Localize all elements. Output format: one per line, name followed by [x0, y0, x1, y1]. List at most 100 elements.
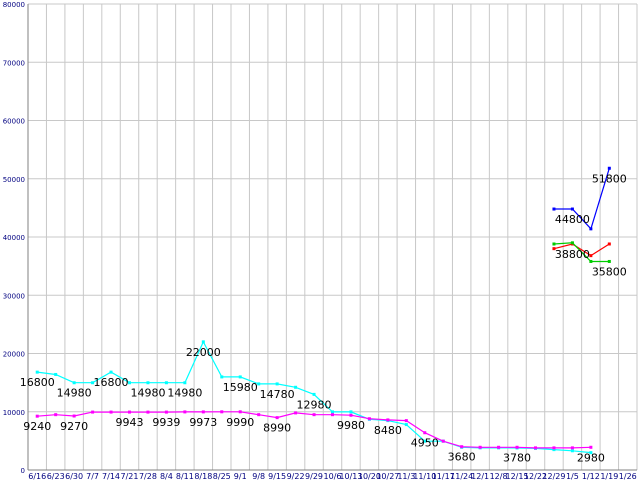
- x-tick-label: 1/26: [619, 472, 637, 480]
- data-point: [275, 416, 279, 420]
- data-point: [312, 392, 316, 396]
- data-point: [275, 382, 279, 386]
- data-point: [238, 410, 242, 414]
- data-point: [109, 370, 113, 374]
- data-label: 2980: [577, 451, 605, 464]
- data-point: [72, 381, 76, 385]
- x-tick-label: 6/23: [47, 472, 65, 480]
- data-point: [146, 410, 150, 414]
- data-point: [349, 413, 353, 417]
- y-tick-label: 70000: [3, 59, 25, 67]
- grid: [27, 3, 638, 471]
- x-tick-label: 11/10: [413, 472, 436, 480]
- x-tick-label: 7/7: [86, 472, 99, 480]
- data-point: [35, 370, 39, 374]
- data-label: 9980: [337, 419, 365, 432]
- x-tick-label: 10/6: [324, 472, 342, 480]
- data-point: [589, 259, 593, 263]
- data-point: [54, 372, 58, 376]
- data-point: [607, 242, 611, 246]
- data-point: [404, 419, 408, 423]
- series-2: [35, 410, 593, 450]
- data-point: [35, 414, 39, 418]
- data-point: [220, 410, 224, 414]
- data-point: [91, 381, 95, 385]
- data-point: [515, 445, 519, 449]
- data-point: [589, 227, 593, 231]
- data-point: [423, 431, 427, 435]
- data-point: [183, 410, 187, 414]
- x-tick-label: 9/15: [268, 472, 286, 480]
- x-tick-label: 12/22: [524, 472, 547, 480]
- data-label: 44800: [555, 213, 590, 226]
- x-tick-label: 10/13: [339, 472, 362, 480]
- series-5: [552, 241, 611, 263]
- data-label: 16800: [20, 376, 55, 389]
- data-point: [497, 445, 501, 449]
- x-tick-label: 12/15: [506, 472, 529, 480]
- data-point: [294, 411, 298, 415]
- x-tick-label: 9/22: [287, 472, 305, 480]
- data-label: 38800: [555, 248, 590, 261]
- x-tick-label: 1/19: [600, 472, 618, 480]
- data-label: 9990: [226, 416, 254, 429]
- y-tick-label: 0: [21, 467, 25, 475]
- data-point: [220, 375, 224, 379]
- x-tick-label: 10/27: [376, 472, 399, 480]
- series-1: [35, 340, 593, 455]
- axes: [27, 4, 637, 471]
- data-point: [349, 410, 353, 414]
- data-point: [552, 242, 556, 246]
- data-point: [164, 410, 168, 414]
- x-tick-label: 9/1: [234, 472, 247, 480]
- data-label: 9943: [116, 416, 144, 429]
- data-point: [312, 413, 316, 417]
- y-tick-label: 30000: [3, 292, 25, 300]
- x-tick-label: 7/28: [139, 472, 157, 480]
- data-point: [552, 247, 556, 251]
- data-point: [552, 207, 556, 211]
- data-point: [128, 381, 131, 385]
- series-line: [553, 243, 610, 257]
- x-tick-label: 7/21: [121, 472, 139, 480]
- x-tick-label: 6/30: [65, 472, 83, 480]
- data-point: [146, 381, 150, 385]
- x-tick-label: 12/29: [542, 472, 565, 480]
- y-tick-label: 80000: [3, 1, 25, 9]
- x-tick-label: 11/3: [397, 472, 415, 480]
- data-label: 8990: [263, 422, 291, 435]
- data-point: [109, 410, 113, 414]
- data-label: 14980: [167, 387, 202, 400]
- data-point: [404, 423, 408, 427]
- x-tick-label: 12/8: [490, 472, 508, 480]
- series-layer: [35, 166, 611, 455]
- data-point: [589, 451, 593, 455]
- data-point: [128, 410, 131, 414]
- data-point: [460, 445, 464, 449]
- data-label: 14780: [260, 388, 295, 401]
- data-point: [423, 439, 427, 443]
- data-point: [91, 410, 95, 414]
- y-tick-label: 60000: [3, 118, 25, 126]
- data-point: [367, 417, 371, 421]
- x-tick-label: 9/8: [252, 472, 265, 480]
- data-point: [589, 254, 593, 258]
- data-point: [607, 259, 611, 263]
- data-label: 14980: [130, 387, 165, 400]
- data-label: 3780: [503, 451, 531, 464]
- data-point: [570, 446, 574, 450]
- data-label: 14980: [57, 387, 92, 400]
- data-label: 9240: [23, 420, 51, 433]
- y-tick-label: 20000: [3, 351, 25, 359]
- data-point: [552, 448, 556, 452]
- data-label: 9270: [60, 420, 88, 433]
- data-point: [54, 413, 58, 417]
- data-label: 9939: [152, 416, 180, 429]
- data-point: [72, 414, 76, 418]
- y-tick-label: 10000: [3, 409, 25, 417]
- data-point: [386, 418, 390, 422]
- data-point: [534, 446, 537, 450]
- data-point: [478, 445, 482, 449]
- data-point: [238, 375, 242, 379]
